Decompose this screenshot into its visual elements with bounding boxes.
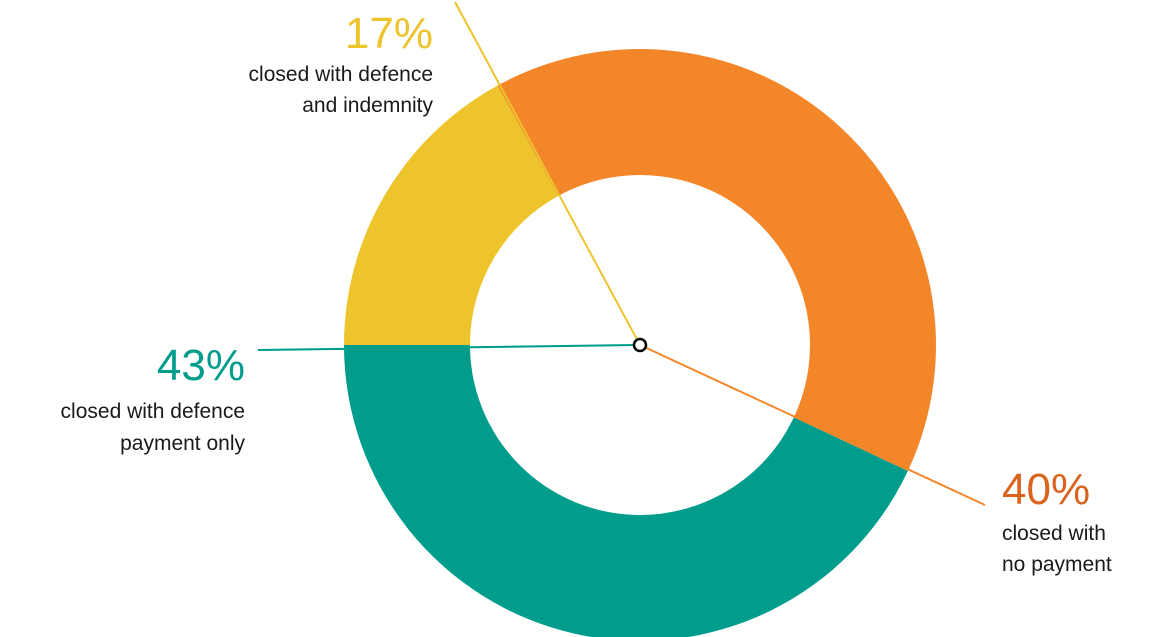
donut-slice-1 [497, 48, 936, 472]
donut-slice-3 [344, 85, 559, 345]
donut-slices [344, 48, 936, 637]
leader-line-3 [454, 1, 641, 346]
center-marker [632, 337, 648, 353]
leader-line-2 [257, 344, 641, 351]
slice-description-2-line-2: payment only [120, 432, 245, 455]
slice-description-2-line-1: closed with defence [61, 400, 245, 423]
slice-description-1-line-1: closed with [1002, 522, 1106, 545]
slice-labels: 40% closed with no payment 43% closed with d… [61, 9, 1112, 576]
slice-description-1-line-2: no payment [1002, 553, 1112, 576]
percent-label-2: 43% [157, 341, 245, 390]
leader-lines [257, 1, 986, 506]
leader-line-1 [639, 344, 986, 506]
percent-label-3: 17% [345, 9, 433, 58]
slice-description-3-line-1: closed with defence [249, 63, 433, 86]
percent-label-1: 40% [1002, 465, 1090, 514]
slice-description-3-line-2: and indemnity [302, 94, 433, 117]
donut-slice-2 [344, 345, 908, 637]
